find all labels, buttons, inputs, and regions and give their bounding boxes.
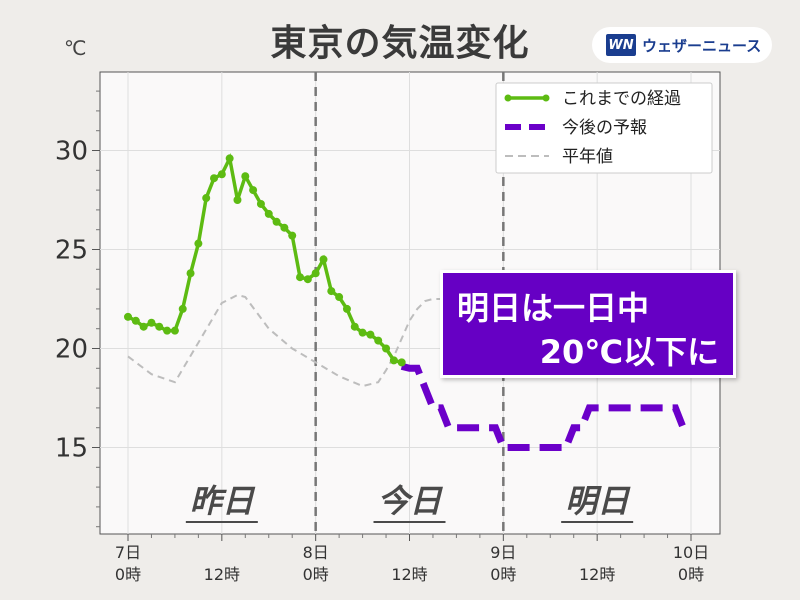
series-lines [124,152,691,451]
data-point [170,326,179,335]
day-labels: 昨日 今日 明日 [185,482,634,523]
data-point [233,196,242,204]
x-tick-label-day: 9日 [490,543,516,562]
data-point [358,328,367,337]
data-point [311,269,320,278]
data-point [139,322,148,331]
x-tick-label-hour: 0時 [303,565,329,584]
data-point [382,344,391,353]
data-point [241,172,250,181]
data-point [256,199,265,208]
y-tick-label: 25 [55,236,88,266]
x-tick-label-hour: 12時 [579,565,615,584]
data-point [350,322,359,331]
data-point [225,154,234,163]
x-tick-label-hour: 0時 [490,565,516,584]
data-point [374,336,383,345]
data-point [202,194,211,203]
data-point [335,293,344,302]
data-point [342,304,351,313]
data-point [303,275,312,284]
x-tick-label-day: 10日 [673,543,709,562]
y-tick-label: 30 [55,137,88,167]
x-tick-label-day: 8日 [303,543,329,562]
x-tick-label-hour: 0時 [678,565,704,584]
chart-title: 東京の気温変化 [270,23,530,64]
axis-ticks: 15 20 25 30 7日 0時 12時 8日 0時 12時 9日 0時 12時 10日 0時 [55,90,709,584]
brand-name: ウェザーニュース [642,36,762,55]
data-point [249,186,258,195]
day-label: 今日 [377,482,443,520]
legend-marker [504,94,512,102]
x-tick-label-hour: 12時 [391,565,427,584]
series-line [400,362,691,451]
data-point [264,209,273,218]
legend-label: 平年値 [562,147,613,167]
y-tick-label: 20 [55,335,88,365]
annotation-box: 明日は一日中 20℃以下に [440,270,736,378]
y-axis-unit: ℃ [64,36,87,60]
legend-label: これまでの経過 [562,89,681,109]
data-point [389,356,398,365]
data-point [397,358,406,367]
x-tick-label-hour: 12時 [204,565,240,584]
legend-box [495,82,713,174]
series-line [127,293,473,388]
data-point [131,316,140,325]
data-point [147,318,156,327]
data-point [124,312,132,321]
data-point [280,223,289,232]
brand-mark-icon: WN [606,34,636,56]
data-point [319,255,328,264]
x-tick-label-hour: 0時 [115,565,141,584]
data-point [296,273,305,282]
data-point [217,170,226,179]
legend-label: 今後の予報 [562,118,647,138]
data-point [186,269,195,278]
data-point [272,217,281,226]
data-point [210,174,219,183]
data-point [178,304,187,313]
day-label: 明日 [565,482,631,520]
data-point [194,239,203,248]
data-point [327,287,336,296]
x-tick-label-day: 7日 [115,543,141,562]
legend-marker [542,94,550,102]
data-point [288,231,297,240]
y-tick-label: 15 [55,434,88,464]
day-label: 昨日 [190,482,256,520]
data-point [155,322,164,331]
annotation-line-2: 20℃以下に [539,333,719,371]
data-point [163,326,172,335]
data-point [366,330,375,339]
annotation-line-1: 明日は一日中 [457,289,650,327]
brand-logo: WN ウェザーニュース [592,27,772,63]
